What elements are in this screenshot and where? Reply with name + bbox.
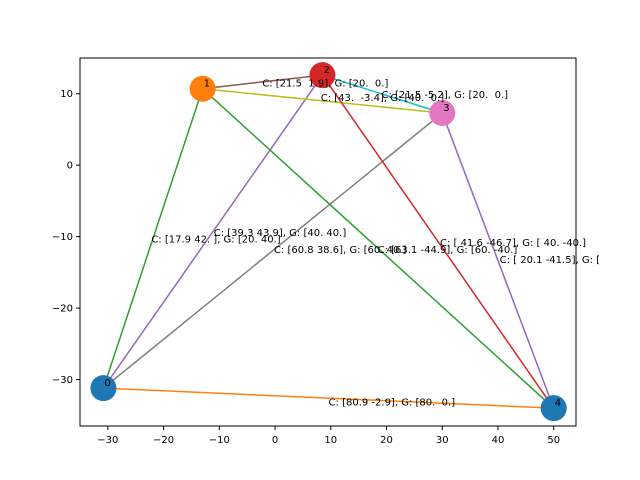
edge-0-4	[103, 387, 554, 409]
edge-label: C: [43. -3.4], G: [40. 0.]	[321, 93, 444, 104]
edge-labels-layer: C: [80.9 -2.9], G: [80. 0.] C: [17.9 42. …	[151, 79, 600, 409]
edge-label: C: [21.5 -5.2], G: [20. 0.]	[382, 90, 509, 101]
edge-2-3	[322, 74, 443, 114]
node-4	[540, 395, 567, 422]
node-1	[189, 75, 216, 102]
node-3	[429, 100, 456, 127]
x-tick-label: 50	[547, 435, 560, 446]
node-labels-layer: 0 1 2 3 4	[104, 65, 561, 409]
edge-0-1	[102, 88, 204, 389]
edges-layer	[102, 74, 555, 409]
x-tick-label: 0	[272, 435, 278, 446]
x-tick-label: 30	[436, 435, 449, 446]
axes-frame	[79, 57, 577, 427]
nodes-layer	[90, 62, 567, 422]
y-tick-label: 0	[67, 161, 73, 172]
edge-0-3	[102, 112, 443, 389]
y-tick-label: −10	[52, 232, 73, 243]
y-tick-label: −20	[52, 304, 73, 315]
edge-label: C: [80.9 -2.9], G: [80. 0.]	[329, 397, 456, 408]
edge-label: C: [ 41.6 -46.7], G: [ 40. -40.]	[440, 238, 586, 249]
node-label-4: 4	[555, 398, 561, 409]
x-tick-label: −20	[153, 435, 174, 446]
y-axis-ticks: −30 −20 −10 0 10	[52, 89, 80, 386]
edge-label: C: [17.9 42. ], G: [20. 40.]	[151, 234, 280, 245]
edge-label: C: [21.5 1.9], G: [20. 0.]	[262, 79, 388, 90]
edge-label: C: [39.3 43.9], G: [40. 40.]	[214, 228, 347, 239]
x-tick-label: −10	[209, 435, 230, 446]
x-tick-label: 20	[380, 435, 393, 446]
edge-1-4	[202, 88, 555, 409]
node-label-1: 1	[204, 79, 210, 90]
node-label-3: 3	[443, 103, 449, 114]
y-tick-label: 10	[60, 89, 73, 100]
x-tick-label: 10	[324, 435, 337, 446]
edge-label: C: [ 20.1 -41.5], G: [	[500, 255, 600, 266]
node-label-2: 2	[323, 65, 329, 76]
node-label-0: 0	[104, 378, 110, 389]
x-tick-label: 40	[492, 435, 505, 446]
edge-3-4	[441, 112, 555, 409]
edge-label: C: [63.1 -44.9], G: [60. -40.]	[378, 245, 518, 256]
x-axis-ticks: −30 −20 −10 0 10 20 30 40 50	[97, 426, 560, 446]
edge-1-3	[202, 87, 443, 114]
edge-0-2	[102, 74, 324, 389]
edge-2-4	[321, 74, 555, 409]
node-2	[309, 62, 336, 89]
node-0	[90, 375, 117, 402]
y-tick-label: −30	[52, 375, 73, 386]
x-tick-label: −30	[97, 435, 118, 446]
edge-1-2	[202, 74, 323, 90]
edge-label: C: [60.8 38.6], G: [60. 40.]	[274, 245, 407, 256]
